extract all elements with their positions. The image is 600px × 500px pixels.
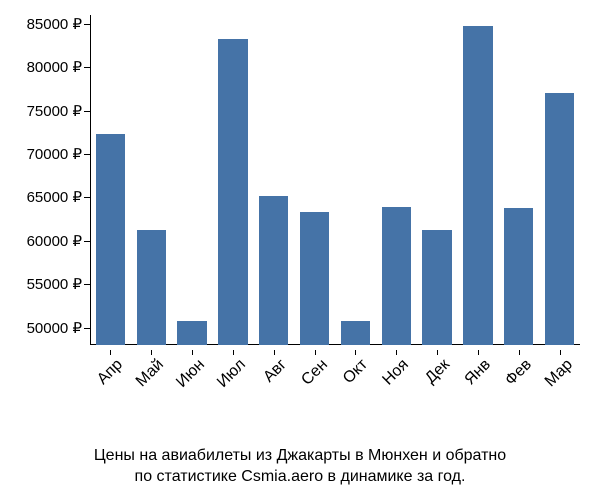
bar: [300, 212, 329, 345]
x-tick-mark: [110, 350, 111, 355]
x-tick-label: Авг: [260, 356, 290, 386]
bar: [177, 321, 206, 345]
x-tick-label: Июн: [173, 356, 209, 392]
y-tick-label: 80000 ₽: [10, 58, 82, 76]
x-tick-label: Июл: [214, 356, 250, 392]
y-tick-label: 65000 ₽: [10, 188, 82, 206]
x-tick-mark: [274, 350, 275, 355]
bar: [382, 207, 411, 345]
x-tick-label: Мар: [541, 356, 576, 391]
y-tick-label: 55000 ₽: [10, 275, 82, 293]
bar: [96, 134, 125, 345]
bar: [218, 39, 247, 345]
y-tick-label: 50000 ₽: [10, 319, 82, 337]
x-tick-label: Окт: [340, 356, 372, 388]
x-tick-mark: [233, 350, 234, 355]
x-tick-mark: [355, 350, 356, 355]
bar: [259, 196, 288, 345]
caption-line-1: Цены на авиабилеты из Джакарты в Мюнхен …: [0, 445, 600, 467]
caption-line-2: по статистике Csmia.aero в динамике за г…: [0, 466, 600, 488]
price-chart: 50000 ₽ 55000 ₽ 60000 ₽ 65000 ₽ 70000 ₽ 75000…: [0, 10, 600, 430]
x-tick-mark: [151, 350, 152, 355]
x-tick-mark: [519, 350, 520, 355]
bar: [463, 26, 492, 345]
x-tick-label: Апр: [94, 356, 127, 389]
bar: [545, 93, 574, 345]
bar: [341, 321, 370, 345]
bar: [137, 230, 166, 345]
x-tick-mark: [560, 350, 561, 355]
y-tick-label: 75000 ₽: [10, 102, 82, 120]
x-tick-label: Дек: [422, 356, 454, 388]
x-tick-label: Янв: [461, 356, 494, 389]
x-tick-mark: [315, 350, 316, 355]
y-tick-label: 60000 ₽: [10, 232, 82, 250]
x-labels: АпрМайИюнИюл Авг Сен ОктНоя ДекЯнвФевМар: [90, 350, 580, 430]
x-tick-mark: [396, 350, 397, 355]
x-tick-mark: [437, 350, 438, 355]
x-tick-mark: [478, 350, 479, 355]
x-tick-label: Фев: [502, 356, 536, 390]
bar: [504, 208, 533, 345]
x-tick-label: Сен: [298, 356, 331, 389]
x-tick-label: Ноя: [380, 356, 413, 389]
y-tick-label: 85000 ₽: [10, 15, 82, 33]
x-tick-label: Май: [133, 356, 168, 391]
plot-area: 50000 ₽55000 ₽60000 ₽65000 ₽70000 ₽75000…: [90, 15, 580, 345]
bar: [422, 230, 451, 345]
x-tick-mark: [192, 350, 193, 355]
bars-container: [90, 15, 580, 345]
y-tick-label: 70000 ₽: [10, 145, 82, 163]
chart-caption: Цены на авиабилеты из Джакарты в Мюнхен …: [0, 445, 600, 488]
